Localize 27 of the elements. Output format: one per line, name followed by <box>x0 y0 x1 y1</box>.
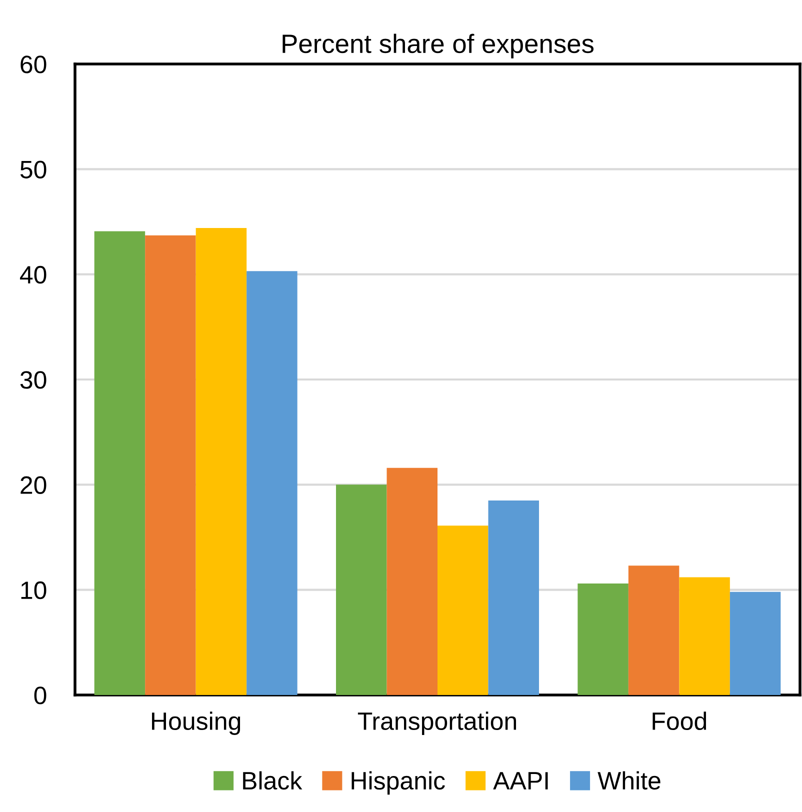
x-tick-label: Housing <box>152 712 240 735</box>
bar <box>246 271 298 695</box>
bar <box>94 231 146 695</box>
y-tick-label: 50 <box>20 160 46 178</box>
y-tick-label: 10 <box>21 581 46 600</box>
bar <box>578 584 628 695</box>
chart-title: Percent share of expenses <box>282 34 594 58</box>
bar <box>386 468 438 695</box>
bar <box>730 592 781 695</box>
legend-label: AAPI <box>493 772 548 790</box>
bar <box>196 228 247 695</box>
bar <box>488 500 539 695</box>
x-tick-label: Transportation <box>358 712 516 735</box>
x-tick-label: Food <box>652 712 706 730</box>
y-tick-label: 40 <box>20 266 46 284</box>
bar <box>438 526 488 695</box>
bar <box>336 484 387 695</box>
bar <box>145 235 196 695</box>
y-tick-label: 30 <box>20 371 46 389</box>
legend-label: Black <box>243 771 302 790</box>
y-tick-label: 0 <box>34 686 46 704</box>
legend-label: Hispanic <box>352 771 445 795</box>
bar <box>628 566 680 695</box>
y-tick-label: 20 <box>20 476 46 494</box>
legend-label: White <box>598 771 660 790</box>
bar <box>679 577 730 695</box>
y-tick-label: 60 <box>20 56 46 74</box>
